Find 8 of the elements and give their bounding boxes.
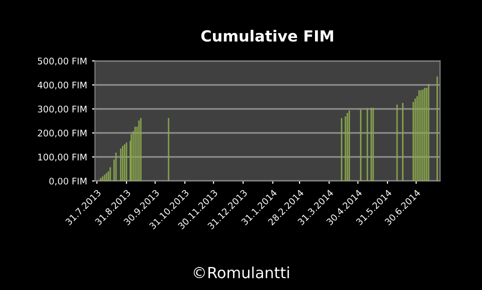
y-tick-label: 300,00 FIM	[38, 106, 86, 114]
y-tick-label: 500,00 FIM	[38, 58, 86, 66]
chart-title: Cumulative FIM	[201, 30, 334, 42]
y-tick-label: 0,00 FIM	[49, 178, 86, 186]
y-tick-label: 400,00 FIM	[38, 82, 86, 90]
text: ©Romulantti	[194, 266, 289, 278]
y-tick-label: 100,00 FIM	[38, 154, 86, 162]
y-tick-label: 200,00 FIM	[38, 130, 86, 138]
